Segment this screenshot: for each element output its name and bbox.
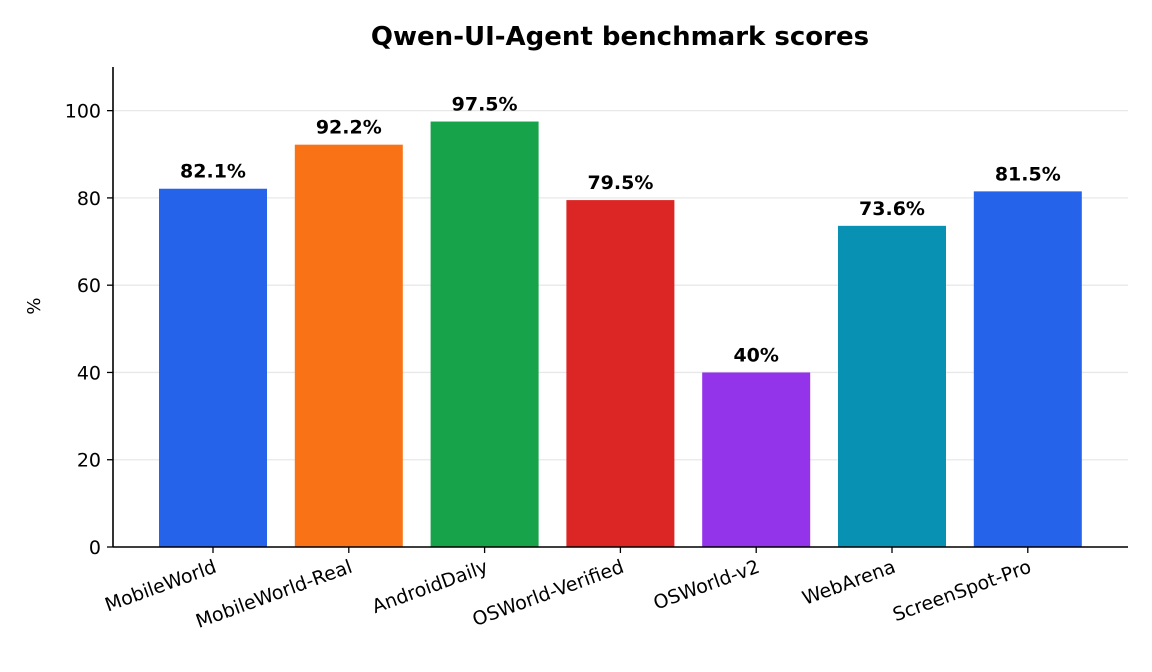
data-label: 40% — [733, 344, 778, 366]
x-tick-label: OSWorld-v2 — [651, 556, 763, 615]
bars — [159, 121, 1082, 547]
data-label: 92.2% — [316, 117, 382, 139]
x-tick-label: MobileWorld — [102, 556, 219, 617]
y-axis-label: % — [24, 297, 45, 314]
data-label: 97.5% — [452, 94, 518, 116]
bar — [702, 372, 811, 547]
y-tick-label: 60 — [77, 275, 101, 297]
bar — [159, 188, 267, 547]
data-label: 73.6% — [859, 198, 925, 220]
x-tick-label: ScreenSpot-Pro — [890, 556, 1034, 626]
data-label: 79.5% — [587, 172, 653, 194]
y-tick-label: 0 — [89, 537, 101, 559]
y-tick-label: 20 — [77, 450, 101, 472]
bar — [838, 225, 946, 547]
data-label: 81.5% — [995, 163, 1061, 185]
bar — [294, 144, 403, 547]
bar — [430, 121, 539, 547]
y-axis-ticks: 0 20 40 60 80 100 — [65, 101, 113, 559]
bar — [973, 191, 1082, 547]
x-tick-label: MobileWorld-Real — [193, 556, 355, 633]
data-label: 82.1% — [180, 161, 246, 183]
x-tick-label: OSWorld-Verified — [470, 556, 627, 631]
bar — [566, 200, 675, 547]
y-tick-label: 80 — [77, 188, 101, 210]
chart-title: Qwen-UI-Agent benchmark scores — [371, 22, 869, 52]
data-labels: 82.1% 92.2% 97.5% 79.5% 40% 73.6% 81.5% — [180, 94, 1061, 367]
y-tick-label: 100 — [65, 101, 101, 123]
x-tick-label: WebArena — [799, 556, 898, 610]
y-tick-label: 40 — [77, 362, 101, 384]
